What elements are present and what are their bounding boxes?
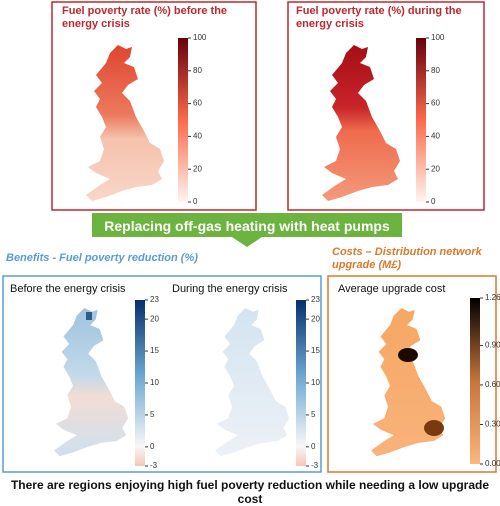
colorbar-tick-label: 0 — [193, 197, 198, 206]
colorbar-tick-label: 60 — [193, 99, 202, 108]
banner-text: Replacing off-gas heating with heat pump… — [104, 218, 390, 234]
colorbar-tick-label: 15 — [311, 346, 320, 355]
colorbar-tick-label: -3 — [311, 461, 319, 470]
colorbar-tick-label: 1.26 — [485, 293, 500, 302]
banner-arrow — [92, 213, 402, 247]
colorbar-tick-label: 23 — [150, 295, 159, 304]
map — [322, 45, 400, 201]
colorbar-tick-label: 80 — [431, 66, 440, 75]
map — [86, 45, 164, 201]
panel-frame — [327, 275, 497, 473]
map — [54, 308, 129, 457]
colorbar-tick-label: 5 — [150, 410, 155, 419]
colorbar — [135, 300, 145, 466]
colorbar-tick-label: 20 — [193, 164, 202, 173]
map — [215, 308, 290, 457]
colorbar-tick-label: 0 — [311, 442, 316, 451]
map-title: During the energy crisis — [172, 283, 288, 295]
colorbar-tick-label: 100 — [431, 33, 445, 42]
panel-title: Fuel poverty rate (%) during the energy … — [296, 5, 462, 30]
colorbar-tick-label: 23 — [311, 295, 320, 304]
panel-title: Fuel poverty rate (%) before the energy … — [62, 5, 228, 30]
colorbar — [470, 298, 480, 464]
colorbar-tick-label: 100 — [193, 33, 207, 42]
colorbar-tick-label: 60 — [431, 99, 440, 108]
colorbar-tick-label: 0.00 — [485, 459, 500, 468]
colorbar — [416, 38, 426, 202]
colorbar-tick-label: 20 — [150, 314, 159, 323]
map-highlight — [86, 312, 92, 320]
colorbar-tick-label: 40 — [193, 132, 202, 141]
map-highlight — [398, 348, 418, 362]
colorbar-tick-label: 0.90 — [485, 341, 500, 350]
colorbar-tick-label: 5 — [311, 410, 316, 419]
colorbar-tick-label: 0.30 — [485, 420, 500, 429]
map-title: Average upgrade cost — [338, 283, 446, 295]
panel-frame — [51, 1, 257, 211]
map-highlight — [424, 420, 444, 436]
panel-frame — [2, 275, 322, 473]
conclusion: There are regions enjoying high fuel pov… — [10, 478, 490, 506]
colorbar — [296, 300, 306, 466]
colorbar-tick-label: 10 — [311, 378, 320, 387]
colorbar-tick-label: 0 — [431, 197, 436, 206]
panel-frame — [287, 1, 485, 211]
colorbar-tick-label: 20 — [311, 314, 320, 323]
colorbar-tick-label: 0.60 — [485, 380, 500, 389]
colorbar — [178, 38, 188, 202]
colorbar-tick-label: 0 — [150, 442, 155, 451]
colorbar-tick-label: 80 — [193, 66, 202, 75]
colorbar-tick-label: 20 — [431, 164, 440, 173]
colorbar-tick-label: 40 — [431, 132, 440, 141]
colorbar-tick-label: 15 — [150, 346, 159, 355]
section-heading: Costs – Distribution network upgrade (M£… — [332, 246, 482, 271]
section-heading: Benefits - Fuel poverty reduction (%) — [6, 252, 198, 264]
colorbar-tick-label: 10 — [150, 378, 159, 387]
colorbar-tick-label: -3 — [150, 461, 158, 470]
map-title: Before the energy crisis — [10, 283, 126, 295]
